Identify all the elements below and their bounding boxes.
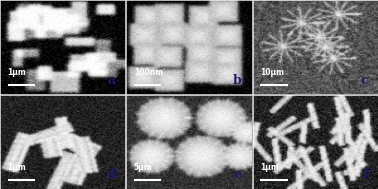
Text: f: f bbox=[363, 168, 368, 181]
Text: 100nm: 100nm bbox=[134, 68, 163, 77]
Text: 1μm: 1μm bbox=[260, 163, 279, 172]
Text: a: a bbox=[107, 74, 115, 87]
Text: e: e bbox=[234, 168, 242, 181]
Text: b: b bbox=[233, 74, 242, 87]
Text: d: d bbox=[106, 168, 115, 181]
Text: 1μm: 1μm bbox=[8, 68, 26, 77]
Text: 5μm: 5μm bbox=[134, 163, 153, 172]
Text: 10μm: 10μm bbox=[260, 68, 284, 77]
Text: c: c bbox=[360, 74, 368, 87]
Text: 1μm: 1μm bbox=[8, 163, 26, 172]
